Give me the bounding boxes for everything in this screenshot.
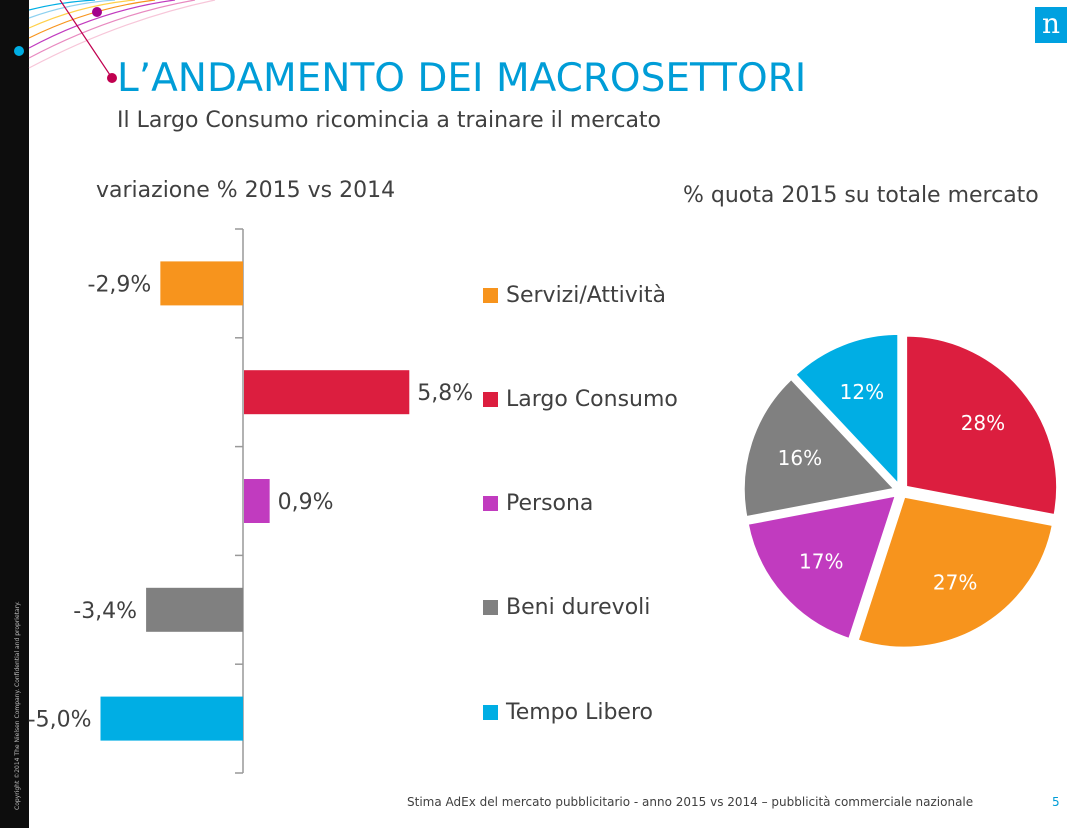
page-title: L’ANDAMENTO DEI MACROSETTORI <box>117 56 807 101</box>
pie-chart: 28% 27% 17% 16% 12% <box>741 331 1060 650</box>
page-subtitle: Il Largo Consumo ricomincia a trainare i… <box>117 108 662 133</box>
pie-data-label: 17% <box>799 549 843 573</box>
nielsen-logo: n <box>1035 7 1067 43</box>
bar <box>100 696 243 741</box>
pie-data-label: 27% <box>933 571 977 595</box>
pie-data-label: 16% <box>778 446 822 470</box>
sidebar-strip: Copyright ©2014 The Nielsen Company. Con… <box>0 0 29 828</box>
swirl-dot-purple <box>92 7 102 17</box>
bar-data-label: -3,4% <box>73 599 137 624</box>
pie-slice <box>745 493 899 642</box>
swirl-dot-blue <box>14 46 24 56</box>
page-number: 5 <box>1052 795 1060 809</box>
swirl-dot-red <box>107 73 117 83</box>
bar-data-label: 0,9% <box>278 490 334 515</box>
bar-data-label: -2,9% <box>88 272 152 297</box>
pie-slice <box>792 331 901 490</box>
bar-chart: -2,9% 5,8% 0,9% -3,4% -5,0% <box>28 228 473 774</box>
pie-slice <box>741 376 899 520</box>
bar <box>244 479 270 523</box>
pie-slice <box>904 333 1060 518</box>
bar-data-label: -5,0% <box>28 708 92 733</box>
footer-source: Stima AdEx del mercato pubblicitario - a… <box>407 795 974 809</box>
bar-chart-title: variazione % 2015 vs 2014 <box>96 178 396 203</box>
pie-data-label: 28% <box>961 411 1005 435</box>
bar-data-label: 5,8% <box>417 381 473 406</box>
pie-slice <box>855 494 1056 650</box>
bar <box>146 587 243 632</box>
pie-data-label: 12% <box>840 380 884 404</box>
pie-chart-title: % quota 2015 su totale mercato <box>683 183 1039 208</box>
bar <box>160 261 243 306</box>
decorative-swirl <box>14 0 216 83</box>
bar <box>244 370 410 415</box>
